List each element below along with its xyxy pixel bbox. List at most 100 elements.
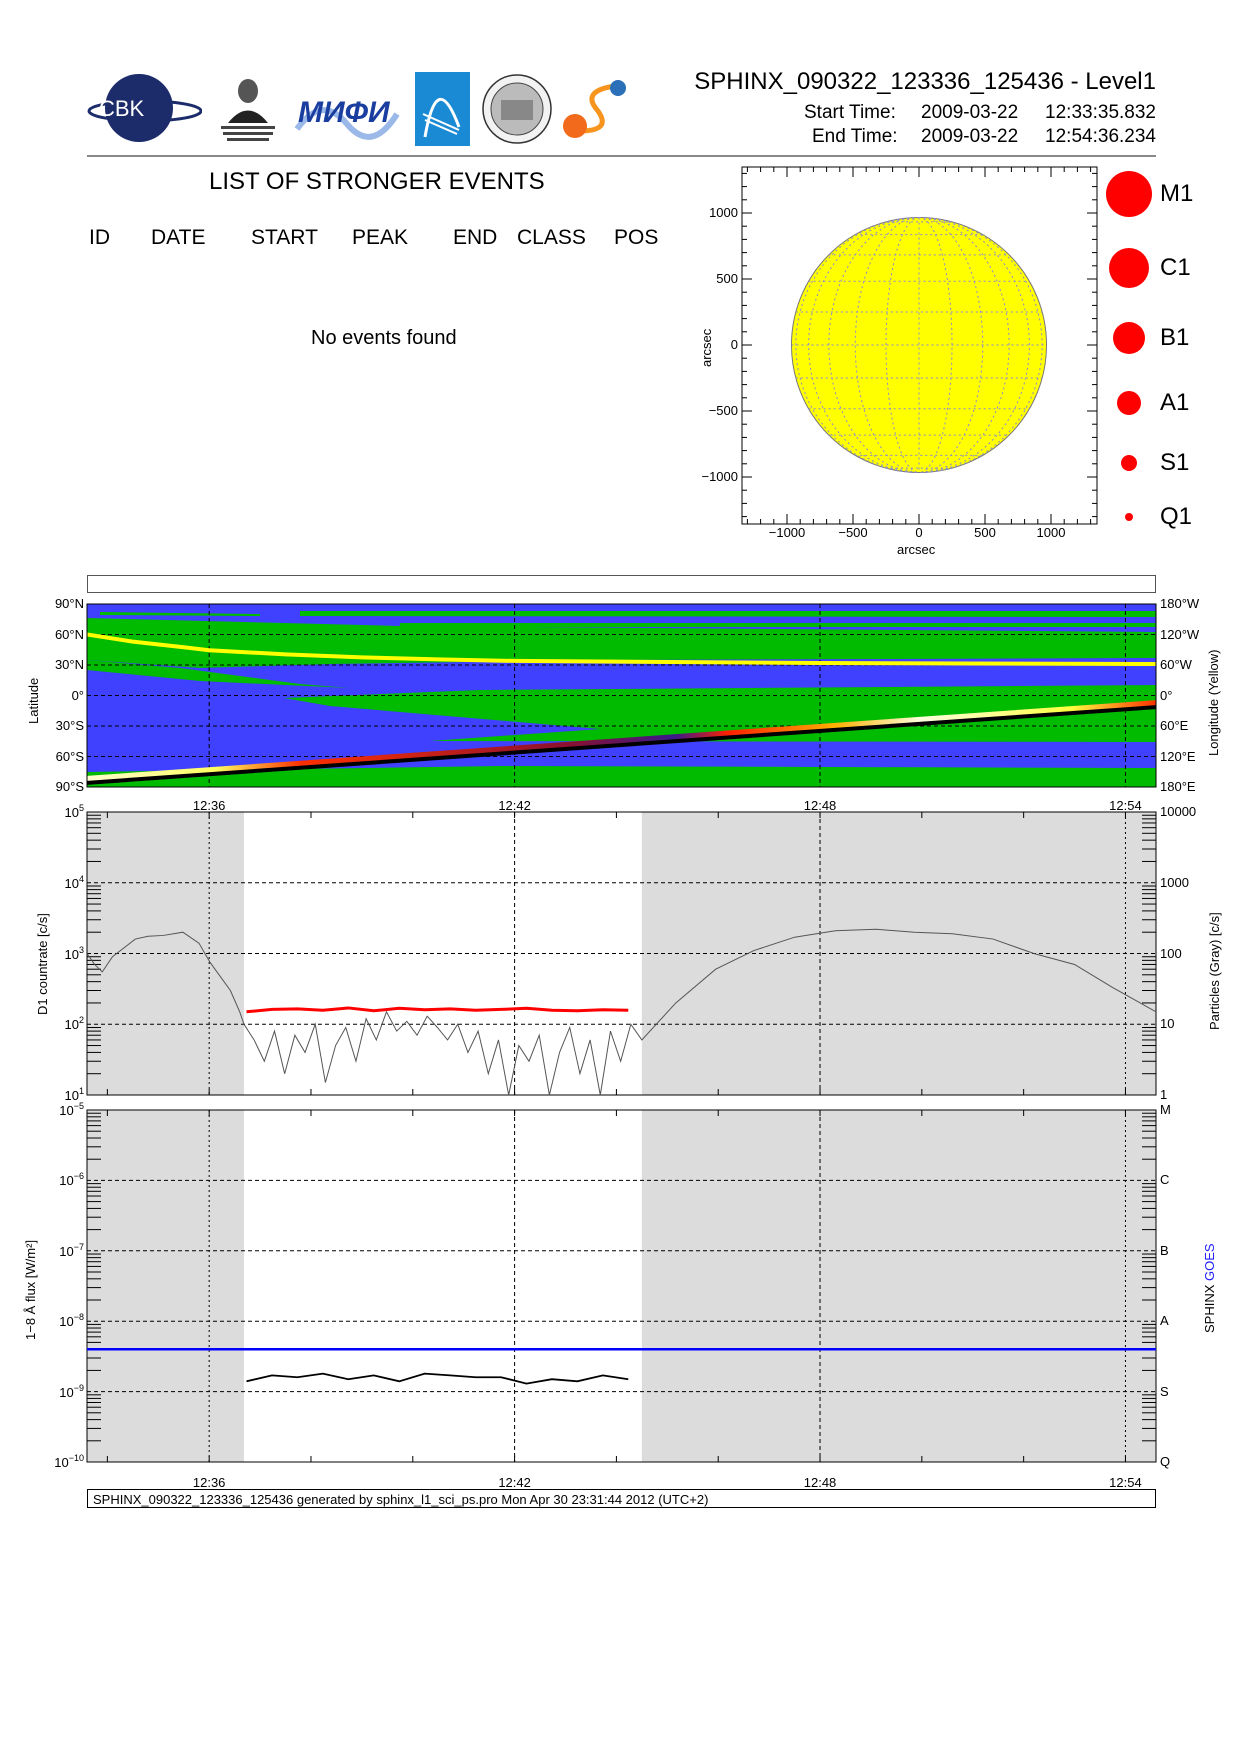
green-band: [400, 623, 1156, 627]
tick-exponent: −8: [73, 1312, 84, 1323]
tick-exponent: −6: [73, 1171, 84, 1182]
flare-class-legend: [1106, 171, 1152, 521]
empty-info-box: [87, 575, 1156, 593]
sun-y-tick-label: 0: [730, 337, 738, 352]
lon-tick-label: 60°W: [1160, 657, 1192, 672]
end-date: 2009-03-22: [921, 126, 1019, 147]
sun-x-tick-label: −500: [838, 525, 868, 540]
footer-caption: SPHINX_090322_123336_125436 generated by…: [87, 1489, 1156, 1508]
time-tick-label: 12:54: [1109, 798, 1142, 813]
flare-class-marker-a1: [1117, 391, 1141, 415]
green-band: [87, 660, 350, 688]
tick-exponent: 2: [78, 1015, 84, 1026]
longitude-gridline: [918, 216, 953, 474]
y-right-tick-label: 10000: [1160, 804, 1197, 819]
tick-exponent: 3: [78, 944, 84, 955]
time-tick-label: 12:42: [498, 798, 531, 813]
flux-legend: SPHINX GOES: [1202, 1243, 1217, 1333]
lat-tick-label: 0°: [71, 687, 84, 703]
y-tick-label: 105: [65, 804, 84, 820]
sun-map-plot: [741, 166, 1098, 525]
longitude-gridline: [854, 216, 920, 474]
start-time-label: Start Time:: [804, 102, 896, 123]
panel-frame: [86, 1109, 1157, 1463]
tick-base: 10: [54, 1455, 69, 1470]
tick-base: 10: [59, 1173, 74, 1189]
y-right-tick-label: 100: [1160, 945, 1182, 961]
longitude-gridline: [808, 216, 920, 474]
lat-tick-label: 90°N: [54, 596, 84, 611]
particles-axis-title: Particles (Gray) [c/s]: [1207, 912, 1222, 1030]
lat-tick-label: 30°S: [55, 718, 84, 733]
start-date: 2009-03-22: [921, 102, 1019, 123]
time-tick-label: 12:48: [803, 798, 837, 813]
latitude-axis-title: Latitude: [26, 677, 41, 724]
lebedev-institute-logo: [213, 73, 283, 145]
time-tick-label: 12:36: [192, 798, 226, 813]
sun-x-tick-label: −1000: [768, 525, 806, 540]
header-divider: [87, 155, 1156, 157]
latitude-map-frame: [86, 603, 1157, 788]
tick-base: 10: [64, 1017, 79, 1033]
longitude-gridline: [918, 216, 1043, 474]
green-band: [284, 685, 1156, 742]
sun-x-tick-label: 0: [915, 525, 923, 540]
track-line-shadow: [87, 702, 1156, 785]
report-title: SPHINX_090322_123336_125436 - Level1: [694, 68, 1156, 95]
sun-y-tick-label: −500: [708, 403, 738, 418]
events-list-title: LIST OF STRONGER EVENTS: [209, 168, 545, 195]
lon-tick-label: 180°E: [1160, 779, 1196, 794]
sun-s-logo: [560, 76, 628, 142]
latitude-curves: [87, 632, 1156, 785]
countrate-plot: [86, 811, 1157, 1096]
y-right-tick-label: 1: [1160, 1087, 1168, 1102]
tick-base: 10: [59, 1103, 74, 1118]
tick-base: 10: [59, 1314, 74, 1330]
tick-exponent: −7: [73, 1241, 84, 1252]
flare-class-marker-m1: [1106, 171, 1152, 217]
lon-tick-label: 120°W: [1160, 626, 1200, 642]
column-class: CLASS: [517, 226, 586, 249]
sun-map-xlabel: arcsec: [897, 542, 936, 557]
sun-y-tick-label: 1000: [709, 205, 738, 220]
column-end: END: [453, 226, 498, 249]
shaded-interval: [87, 1110, 244, 1462]
y-right-tick-label: 1000: [1160, 874, 1189, 890]
column-start: START: [251, 226, 318, 249]
particles-gray-line: [86, 928, 1157, 1096]
green-band: [300, 611, 1156, 617]
sun-x-tick-label: 1000: [1036, 525, 1066, 540]
y-tick-label: 103: [65, 944, 84, 961]
flare-class-label: Q1: [1160, 503, 1193, 530]
mifi-logo: МИФИ: [292, 74, 402, 144]
flare-class-label: B1: [1160, 324, 1190, 351]
flare-class-marker-q1: [1125, 513, 1133, 521]
column-date: DATE: [151, 226, 206, 249]
y-right-tick-label: A: [1160, 1313, 1169, 1329]
sphinx-flux-line: [246, 1372, 629, 1385]
svg-text:МИФИ: МИФИ: [298, 96, 391, 129]
flare-class-label: A1: [1160, 389, 1190, 416]
sun-map-ylabel: arcsec: [699, 328, 714, 367]
y-tick-label: 101: [65, 1086, 84, 1103]
flare-class-marker-b1: [1113, 322, 1145, 354]
longitude-gridline: [918, 216, 984, 474]
lon-tick-label: 0°: [1160, 687, 1173, 703]
green-band: [100, 612, 260, 616]
lat-tick-label: 60°N: [54, 626, 84, 642]
y-tick-label: 10−8: [59, 1312, 84, 1330]
y-right-tick-label: 10: [1160, 1016, 1175, 1032]
svg-text:CBK: CBK: [99, 96, 145, 121]
longitude-gridline: [795, 216, 920, 474]
tick-exponent: 1: [78, 1086, 84, 1096]
tick-exponent: −9: [73, 1382, 84, 1393]
shaded-interval: [641, 1110, 1156, 1462]
end-time-label: End Time:: [812, 126, 898, 147]
start-time: 12:33:35.832: [1045, 102, 1156, 123]
y-tick-label: 10−9: [59, 1382, 84, 1399]
flare-class-label: M1: [1160, 180, 1194, 207]
time-tick-label: 12:48: [803, 1475, 837, 1490]
y-right-tick-label: B: [1160, 1242, 1169, 1258]
flare-class-label: C1: [1160, 254, 1191, 281]
